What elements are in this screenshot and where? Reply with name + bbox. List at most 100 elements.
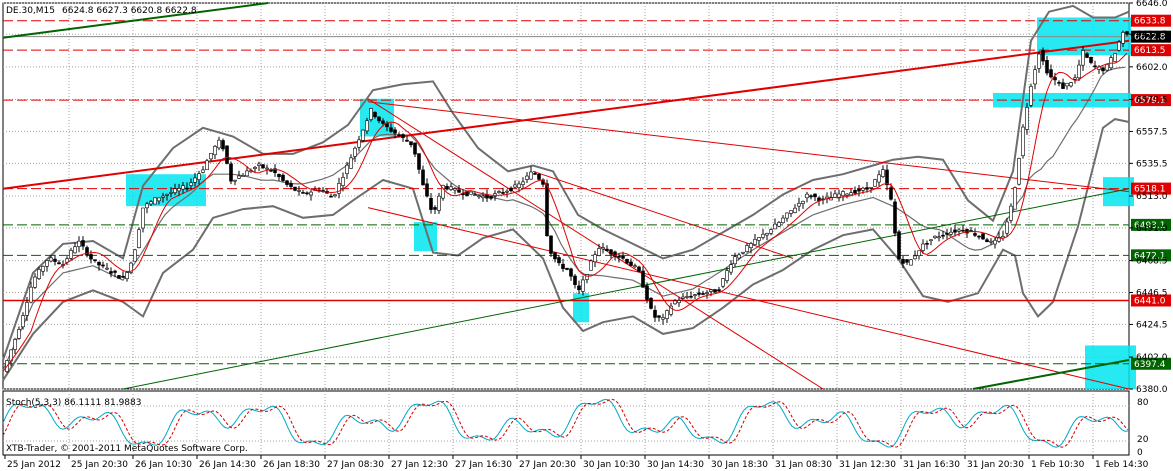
candle-body [653, 309, 657, 318]
candle-body [533, 173, 537, 175]
candle-body [865, 187, 869, 190]
candle-body [1013, 187, 1017, 210]
candle-body [297, 190, 301, 192]
candle-body [601, 247, 605, 250]
candle-body [333, 194, 337, 197]
candle-body [1057, 82, 1061, 84]
candle-body [761, 233, 765, 238]
time-tick-label: 26 Jan 18:30 [263, 460, 320, 470]
candle-body [165, 194, 169, 196]
candle-body [441, 184, 445, 199]
candle-body [805, 193, 809, 199]
candle-body [421, 169, 425, 186]
candle-body [561, 263, 565, 269]
axis-label-layer: 6646.0 6624.5 6602.0 6579.5 6557.5 6535.5 6513… [4, 0, 1168, 470]
candle-body [697, 292, 701, 295]
candle-body [949, 231, 953, 235]
candle-body [773, 223, 777, 230]
candle-body [941, 234, 945, 237]
candle-body [389, 127, 393, 132]
candle-body [13, 339, 17, 350]
candle-body [341, 177, 345, 186]
candle-body [741, 251, 745, 254]
price-level-tag [1131, 30, 1171, 43]
candle-body [553, 252, 557, 260]
candle-body [809, 195, 813, 198]
candle-body [693, 294, 697, 296]
candle-body [329, 195, 333, 198]
candle-body [1077, 64, 1081, 79]
candle-body [377, 116, 381, 122]
candle-body [161, 195, 165, 198]
candle-body [669, 305, 673, 315]
candle-body [301, 192, 305, 194]
candle-body [273, 168, 277, 174]
candle-body [641, 270, 645, 288]
candle-body [505, 190, 509, 193]
candle-body [777, 222, 781, 227]
candle-body [961, 229, 965, 232]
candle-body [257, 163, 261, 166]
candle-body [849, 192, 853, 196]
candle-body [885, 169, 889, 186]
candle-body [549, 235, 553, 254]
symbol-info: DE.30,M15 [6, 6, 55, 16]
candle-body [1081, 50, 1085, 66]
stoch-scale-80: 80 [1137, 398, 1149, 408]
candle-body [681, 296, 685, 299]
candle-body [545, 183, 549, 237]
candle-body [977, 235, 981, 238]
candle-body [701, 293, 705, 295]
candle-body [57, 262, 61, 265]
price-level-tag [1131, 249, 1171, 262]
candle-body [517, 183, 521, 188]
candle-body [121, 275, 125, 278]
time-tick-label: 27 Jan 08:30 [327, 460, 384, 470]
candle-body [993, 239, 997, 245]
candle-body [1061, 82, 1065, 89]
candle-body [393, 129, 397, 134]
candle-body [1105, 64, 1109, 71]
trendline [2, 39, 1130, 190]
candle-body [1049, 69, 1053, 78]
candle-body [1085, 53, 1089, 58]
candle-body [181, 185, 185, 190]
candle-body [877, 174, 881, 183]
time-tick-label: 1 Feb 14:30 [1095, 460, 1149, 470]
candle-body [621, 255, 625, 259]
candle-body [781, 217, 785, 224]
candle-body [153, 197, 157, 205]
candle-body [901, 259, 905, 264]
candle-body [1113, 53, 1117, 62]
candle-body [69, 250, 73, 259]
candle-body [245, 170, 249, 177]
candle-body [673, 300, 677, 305]
candle-body [893, 201, 897, 234]
time-tick-label: 31 Jan 12:30 [839, 460, 896, 470]
trendline [367, 101, 1130, 193]
candle-body [717, 289, 721, 291]
price-level-label: 6472.1 [1134, 251, 1166, 261]
candle-body [749, 243, 753, 248]
candle-body [437, 195, 441, 211]
candle-body [1053, 77, 1057, 81]
candle-layer [5, 30, 1129, 374]
candle-body [1125, 31, 1129, 35]
bollinger-band-layer [2, 4, 1130, 381]
candle-body [853, 190, 857, 194]
candle-body [1029, 86, 1033, 106]
candle-body [605, 248, 609, 251]
candle-body [117, 275, 121, 279]
candle-body [373, 111, 377, 118]
candle-body [797, 202, 801, 207]
price-tick-label: 6624.5 [1136, 30, 1168, 40]
candle-body [933, 235, 937, 239]
moving-average-line [2, 52, 1128, 372]
stochastic-layer [2, 398, 1129, 448]
candle-body [585, 274, 589, 280]
candle-body [925, 243, 929, 245]
lower-band [2, 118, 1130, 381]
candle-body [209, 152, 213, 160]
